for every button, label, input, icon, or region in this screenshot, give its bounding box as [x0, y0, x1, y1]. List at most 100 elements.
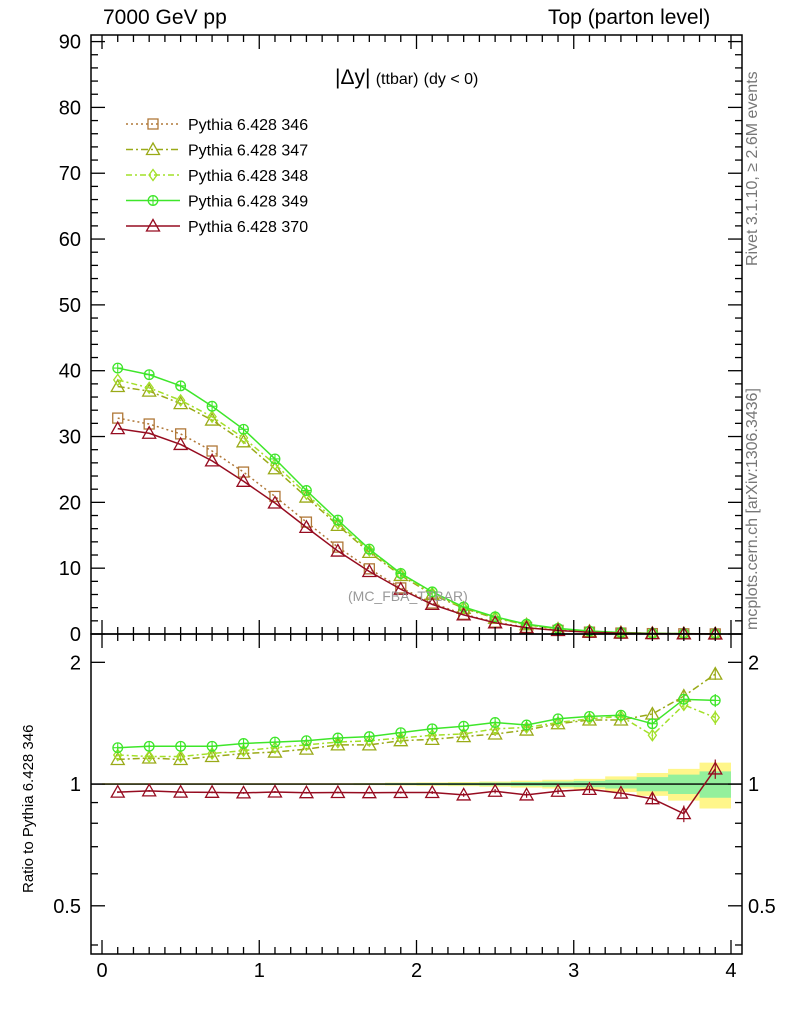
ratio-data-point [424, 731, 440, 745]
ratio-data-point [173, 751, 189, 766]
ratio-data-point [644, 790, 660, 805]
main-data-point [175, 380, 187, 392]
main-ytick-label: 70 [59, 163, 81, 185]
main-data-point [332, 514, 344, 526]
legend-label: Pythia 6.428 346 [188, 117, 308, 134]
main-data-point [175, 393, 186, 407]
ratio-data-point [361, 784, 377, 799]
legend-entry-2: Pythia 6.428 348 [126, 168, 308, 185]
main-data-point [363, 543, 375, 555]
ratio-data-point [144, 749, 154, 764]
ratio-data-point [361, 737, 377, 751]
main-data-point [301, 487, 312, 501]
main-data-point [361, 563, 377, 578]
ratio-data-point [615, 709, 627, 721]
ratio-data-point [204, 784, 220, 798]
ratio-data-point [235, 785, 252, 799]
main-data-point [141, 383, 157, 397]
ratio-series-0 [110, 666, 723, 766]
main-data-point [269, 490, 281, 503]
ratio-data-point [458, 720, 470, 732]
xtick-label: 2 [411, 960, 422, 982]
legend-entry-3: Pythia 6.428 349 [126, 194, 308, 211]
main-data-point [143, 369, 155, 381]
main-data-point [141, 425, 157, 439]
ratio-data-point [518, 787, 535, 801]
main-data-point [173, 436, 189, 451]
legend-label: Pythia 6.428 370 [188, 219, 308, 236]
main-data-point [237, 466, 250, 478]
main-ytick-label: 60 [59, 229, 81, 251]
ratio-data-point [332, 732, 344, 744]
rivet-version-label: Rivet 3.1.10, ≥ 2.6M events [744, 71, 761, 266]
ratio-series-3 [110, 759, 723, 823]
ratio-ytick-label: 1 [70, 774, 81, 796]
legend-entry-4: Pythia 6.428 370 [126, 218, 308, 236]
main-ytick-label: 10 [59, 558, 81, 580]
ratio-ytick-label: 2 [70, 652, 81, 674]
ratio-data-point [426, 723, 438, 735]
ratio-data-point [330, 784, 346, 799]
main-data-point [110, 378, 126, 393]
ratio-data-point [424, 784, 440, 799]
main-data-point [298, 519, 315, 534]
ratio-data-point [395, 727, 407, 739]
main-series-0 [112, 412, 721, 640]
legend-marker [147, 118, 159, 130]
ratio-data-point [112, 748, 123, 762]
ratio-data-point [489, 717, 501, 728]
main-data-point [112, 362, 124, 374]
main-data-point [458, 601, 470, 613]
ratio-ytick-label-right: 2 [748, 652, 759, 674]
ratio-data-point [173, 784, 189, 798]
ratio-data-point [141, 783, 157, 797]
mcplots-reference-label: mcplots.cern.ch [arXiv:1306.3436] [744, 388, 761, 630]
main-data-point [206, 445, 218, 457]
main-data-point [238, 423, 249, 435]
main-data-point [456, 607, 472, 621]
xtick-label: 3 [568, 960, 579, 982]
main-data-point [143, 418, 155, 430]
ratio-data-point [709, 694, 721, 706]
ratio-data-point [112, 742, 124, 754]
main-ytick-label: 20 [59, 492, 81, 514]
legend-marker [148, 168, 158, 182]
ratio-data-point [235, 745, 252, 760]
ratio-data-point [707, 761, 723, 775]
legend-label: Pythia 6.428 347 [188, 143, 308, 160]
ratio-data-point [552, 713, 564, 725]
legend-entry-1: Pythia 6.428 347 [126, 141, 308, 160]
ratio-data-point [678, 693, 690, 705]
ratio-data-point [238, 738, 249, 749]
ratio-ytick-label: 0.5 [53, 896, 81, 918]
legend-label: Pythia 6.428 348 [188, 168, 308, 185]
ratio-data-point [707, 666, 723, 680]
ratio-data-point [110, 784, 126, 798]
main-data-point [110, 420, 126, 435]
plot-title: |Δy| (ttbar) (dy < 0) [335, 66, 478, 90]
axis-ticks: 0 10 20 30 40 50 60 70 80 90 0 1 2 3 4 0.5 0.5 1 1 2 2 [53, 32, 776, 982]
xtick-label: 1 [254, 960, 265, 982]
ratio-series-line-0 [117, 673, 716, 761]
ratio-data-point [298, 741, 315, 755]
ratio-data-point [333, 735, 343, 749]
plot-title-main: |Δy| [335, 66, 371, 89]
main-ytick-label: 50 [59, 295, 81, 317]
main-data-point [330, 543, 346, 557]
ratio-data-point [676, 805, 692, 820]
main-data-point [395, 567, 407, 579]
main-data-point [235, 473, 252, 487]
ratio-series-line-1 [117, 703, 716, 758]
main-data-point [393, 581, 409, 595]
main-data-point [144, 381, 154, 395]
band-yellow [102, 762, 731, 809]
ratio-data-point [110, 751, 126, 766]
ratio-data-point [301, 738, 312, 752]
ratio-data-point [267, 744, 283, 758]
ratio-data-point [267, 784, 283, 798]
ratio-data-point [175, 749, 186, 764]
main-ytick-label: 30 [59, 427, 81, 449]
ratio-data-point [175, 740, 187, 752]
ratio-data-point [298, 784, 315, 799]
legend-marker [145, 218, 161, 232]
